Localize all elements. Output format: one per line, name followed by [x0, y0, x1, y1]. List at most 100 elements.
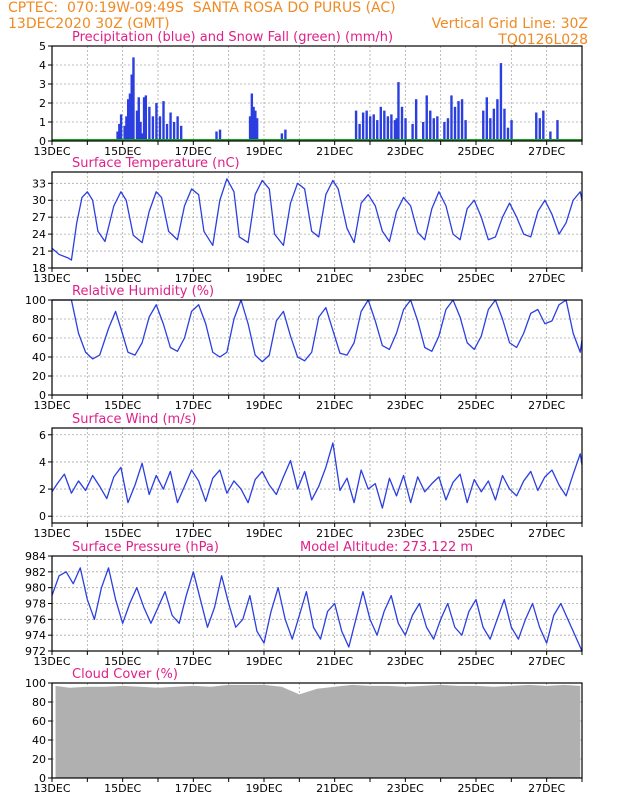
y-tick-label: 40 [32, 351, 46, 364]
plot-frame [51, 45, 583, 142]
x-tick-label: 19DEC [245, 655, 282, 668]
x-tick-label: 27DEC [528, 272, 565, 285]
precip-bar [358, 123, 361, 141]
precip-bar [142, 97, 146, 141]
precip-bar [135, 110, 139, 141]
x-tick-label: 21DEC [316, 782, 353, 795]
precip-bar [218, 129, 222, 141]
precip-bar [393, 120, 397, 141]
temperature-panel: 18 21 24 27 30 33 13DEC 15DEC 17DEC 19DEC 21DEC 23D… [32, 156, 583, 285]
precip-bar [132, 57, 135, 141]
header-model: TQ0126L028 [498, 32, 588, 48]
temperature-line [51, 178, 583, 261]
precip-bar [155, 103, 158, 141]
precip-bar [128, 93, 132, 141]
precip-bar [125, 116, 128, 141]
y-tick-label: 20 [32, 370, 46, 383]
x-tick-label: 17DEC [175, 399, 212, 412]
x-tick-label: 17DEC [175, 145, 212, 158]
precip-bar [542, 110, 545, 141]
x-tick-label: 17DEC [175, 272, 212, 285]
precip-bar [411, 123, 414, 141]
x-tick-label: 23DEC [387, 655, 424, 668]
x-tick-label: 19DEC [245, 782, 282, 795]
y-tick-label: 2 [39, 483, 46, 496]
precip-bar [139, 122, 142, 141]
precip-bar [379, 106, 382, 141]
precip-bar [130, 74, 133, 141]
precip-bar [386, 116, 390, 141]
precip-bar [250, 93, 254, 141]
precip-bar [450, 95, 453, 141]
precip-bar [369, 116, 372, 141]
y-tick-label: 0 [39, 510, 46, 523]
precip-bar [499, 63, 503, 141]
precip-bar [162, 101, 165, 141]
x-tick-label: 19DEC [245, 527, 282, 540]
precip-bar [556, 120, 559, 141]
precip-bar [118, 123, 121, 141]
x-tick-label: 15DEC [104, 655, 141, 668]
x-tick-label: 13DEC [33, 782, 70, 795]
x-tick-label: 27DEC [528, 782, 565, 795]
x-tick-label: 25DEC [457, 782, 494, 795]
precip-bar [361, 112, 365, 141]
precip-bar [137, 97, 140, 141]
y-tick-label: 4 [39, 59, 46, 72]
precip-bar [169, 112, 172, 141]
precip-bar [176, 116, 179, 141]
precipitation-panel: 0 1 2 3 4 5 13DEC 15DEC 17DEC 19DEC 21DEC 23DEC 25DE… [33, 30, 583, 158]
precip-bar [482, 110, 485, 141]
cloud-panel: 0 20 40 60 80 100 13DEC 15DEC 17DEC 19DEC 21DEC 23D… [25, 667, 583, 795]
x-tick-label: 13DEC [33, 655, 70, 668]
precip-bar [506, 127, 510, 141]
humidity-line [52, 299, 583, 363]
precip-bar [284, 129, 287, 141]
plot-frame [51, 682, 583, 779]
x-tick-label: 19DEC [245, 272, 282, 285]
y-tick-label: 60 [32, 332, 46, 345]
header-station: CPTEC: 070:19W-09:49S SANTA ROSA DO PURU… [8, 0, 396, 16]
precip-bar [126, 99, 130, 141]
precip-bar [503, 108, 506, 141]
y-tick-label: 1 [39, 116, 46, 129]
precip-bar [397, 82, 400, 141]
x-tick-label: 25DEC [457, 655, 494, 668]
y-tick-label: 5 [39, 40, 46, 53]
precip-bar [365, 110, 368, 141]
precip-bar [254, 110, 257, 141]
y-tick-label: 18 [32, 262, 46, 275]
precip-bar [252, 106, 255, 141]
precip-bar [354, 110, 358, 141]
plot-frame [51, 171, 583, 269]
precip-bar [400, 106, 404, 141]
precip-bar [460, 99, 464, 141]
panel-title: Surface Pressure (hPa) [72, 540, 219, 555]
y-tick-label: 978 [25, 598, 46, 611]
y-tick-label: 974 [25, 629, 46, 642]
x-tick-label: 19DEC [245, 399, 282, 412]
y-tick-label: 2 [39, 97, 46, 110]
precip-bar [376, 120, 379, 141]
precip-bar [404, 118, 407, 141]
precip-bar [116, 131, 119, 141]
precip-bar [429, 110, 432, 141]
x-tick-label: 15DEC [104, 399, 141, 412]
y-tick-label: 0 [39, 772, 46, 785]
y-tick-label: 976 [25, 613, 46, 626]
precip-bar [457, 101, 460, 141]
precip-bar [255, 118, 259, 141]
y-tick-label: 0 [39, 389, 46, 402]
y-tick-label: 21 [32, 245, 46, 258]
precip-bar [443, 122, 446, 141]
precip-bar [151, 116, 155, 141]
precip-bar [383, 110, 386, 141]
precip-bar [446, 118, 450, 141]
precip-bar [141, 133, 144, 141]
precip-bar [464, 120, 467, 141]
panel-title: Relative Humidity (%) [72, 284, 214, 299]
y-tick-label: 4 [39, 456, 46, 469]
x-tick-label: 25DEC [457, 399, 494, 412]
precip-bar [485, 97, 488, 141]
precip-bar [549, 131, 552, 141]
